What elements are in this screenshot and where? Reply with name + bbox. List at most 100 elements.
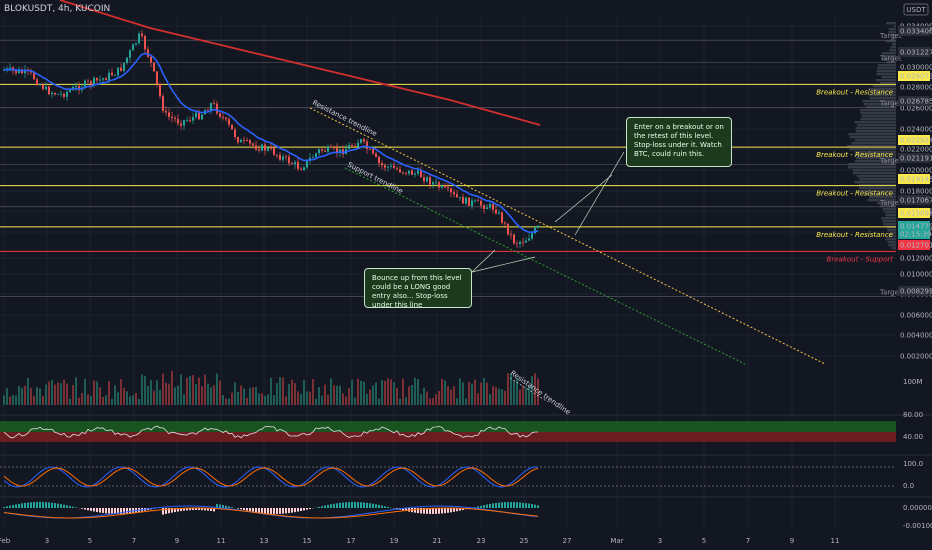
macd-bar — [360, 502, 362, 508]
volume-bar — [423, 388, 425, 405]
candle-body — [477, 200, 479, 201]
time-tick-label: 11 — [217, 537, 226, 545]
macd-bar — [285, 508, 287, 513]
volume-bar — [363, 382, 365, 405]
candle-body — [147, 49, 149, 56]
volume-bar — [276, 383, 278, 405]
candle-body — [75, 86, 77, 87]
candle-body — [96, 78, 98, 81]
volume-bar — [297, 391, 299, 405]
volume-bar — [81, 393, 83, 405]
candle-body — [249, 140, 251, 143]
volume-bar — [327, 395, 329, 405]
macd-bar — [252, 508, 254, 512]
macd-bar — [504, 502, 506, 508]
price-badge-label: 0.019145 — [900, 176, 932, 184]
volume-bar — [156, 380, 158, 405]
volume-bar — [93, 380, 95, 405]
candle-body — [66, 92, 68, 97]
macd-bar — [477, 506, 479, 508]
volume-bar — [192, 375, 194, 405]
candle-body — [60, 94, 62, 95]
time-tick-label: 17 — [347, 537, 356, 545]
macd-bar — [387, 507, 389, 508]
volume-bar — [333, 385, 335, 405]
volume-bar — [132, 395, 134, 405]
volume-bar — [408, 386, 410, 405]
volume-bar — [198, 378, 200, 405]
candle-body — [117, 68, 119, 75]
volume-bar — [183, 394, 185, 405]
volume-bar — [69, 399, 71, 405]
note-breakout-text: Enter on a breakout or on the retest of … — [634, 123, 724, 158]
currency-badge[interactable]: USDT — [904, 4, 928, 15]
volume-bar — [165, 383, 167, 405]
macd-tick-label: 0.000000 — [903, 504, 932, 512]
currency-label: USDT — [906, 6, 926, 14]
candle-body — [171, 117, 173, 118]
macd-bar — [12, 505, 14, 508]
candle-body — [405, 173, 407, 174]
volume-bar — [219, 381, 221, 405]
macd-bar — [27, 503, 29, 508]
volume-bar — [288, 384, 290, 405]
candle-body — [363, 139, 365, 141]
volume-bar — [45, 385, 47, 405]
volume-bar — [453, 386, 455, 405]
time-tick-label: 27 — [563, 537, 572, 545]
candle-body — [15, 71, 17, 73]
rsi-tick-label: 40.00 — [903, 433, 923, 441]
candle-body — [381, 163, 383, 165]
volume-bar — [432, 398, 434, 405]
macd-bar — [72, 507, 74, 508]
macd-bar — [354, 502, 356, 508]
macd-bar — [330, 504, 332, 508]
volume-bar — [66, 383, 68, 405]
volume-bar — [417, 379, 419, 405]
volume-bar — [195, 384, 197, 405]
macd-bar — [501, 502, 503, 508]
volume-bar — [177, 386, 179, 405]
volume-bar — [99, 387, 101, 405]
candle-body — [135, 43, 137, 44]
volume-bar — [228, 398, 230, 405]
candle-body — [516, 243, 518, 244]
volume-bar — [273, 395, 275, 405]
candle-body — [507, 223, 509, 234]
candle-body — [153, 63, 155, 72]
volume-bar — [213, 385, 215, 405]
candle-body — [402, 172, 404, 173]
volume-bar — [6, 388, 8, 405]
volume-bar — [123, 388, 125, 405]
candle-body — [213, 103, 215, 104]
macd-bar — [102, 508, 104, 513]
volume-bar — [450, 390, 452, 405]
candle-body — [366, 141, 368, 149]
macd-bar — [231, 507, 233, 508]
volume-bar — [492, 386, 494, 405]
macd-bar — [495, 503, 497, 508]
volume-bar — [369, 390, 371, 405]
macd-bar — [15, 504, 17, 508]
volume-bar — [351, 380, 353, 405]
volume-bar — [63, 380, 65, 405]
volume-bar — [126, 391, 128, 405]
volume-bar — [336, 386, 338, 405]
macd-bar — [291, 508, 293, 513]
volume-bar — [180, 374, 182, 405]
time-tick-label: 11 — [831, 537, 840, 545]
macd-bar — [531, 504, 533, 508]
candle-body — [438, 182, 440, 187]
volume-bar — [477, 393, 479, 405]
volume-bar — [285, 396, 287, 405]
stoch-tick-label: 0.0 — [903, 482, 914, 490]
volume-bar — [33, 396, 35, 405]
candle-body — [273, 148, 275, 155]
candle-body — [315, 153, 317, 157]
macd-bar — [435, 508, 437, 514]
volume-bar — [321, 396, 323, 405]
price-badge-label: 0.033406 — [900, 28, 932, 36]
volume-bar — [435, 394, 437, 405]
macd-bar — [519, 502, 521, 508]
volume-bar — [399, 399, 401, 405]
